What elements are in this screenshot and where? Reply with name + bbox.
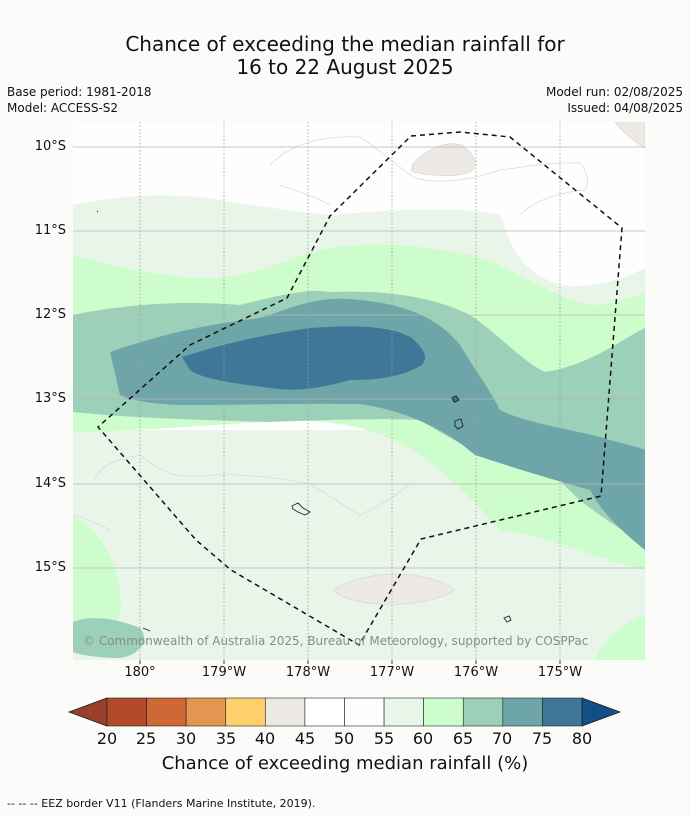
colorbar-tick-80: 80: [571, 729, 593, 748]
footnote-eez-source: -- -- -- EEZ border V11 (Flanders Marine…: [7, 797, 316, 810]
issued-date: Issued: 04/08/2025: [567, 101, 683, 115]
lat-label-14s: 14°S: [34, 476, 66, 491]
lon-label-178w: 178°W: [285, 665, 331, 680]
islands: [96, 210, 512, 632]
contour-75-80-region: [182, 326, 425, 390]
colorbar-label: Chance of exceeding median rainfall (%): [161, 753, 529, 774]
colorbar-swatch: [383, 697, 424, 727]
eez-border: [96, 131, 623, 647]
colorbar-swatch: [502, 697, 543, 727]
colorbar-swatch: [304, 697, 345, 727]
island-northwest: [96, 210, 99, 213]
island-cluster: [291, 502, 311, 516]
lon-label-180: 180°: [124, 665, 156, 680]
latitude-gridlines: [73, 146, 645, 569]
contour-line-mid: [279, 184, 331, 206]
colorbar-swatch: [265, 697, 306, 727]
colorbar: [67, 697, 622, 727]
colorbar-swatch: [106, 697, 147, 727]
colorbar-swatch: [462, 697, 504, 727]
colorbar-low-extend: [67, 697, 108, 727]
colorbar-swatch: [542, 697, 583, 727]
colorbar-swatch: [185, 697, 227, 727]
colorbar-tick-70: 70: [491, 729, 513, 748]
colorbar-tick-40: 40: [254, 729, 276, 748]
contour-40-45-patch-northeast: [614, 122, 645, 149]
island-dot: [451, 395, 460, 403]
model-run: Model run: 02/08/2025: [545, 85, 683, 99]
colorbar-tick-25: 25: [135, 729, 157, 748]
contour-40-45-patch-south: [332, 573, 456, 605]
lon-label-177w: 177°W: [369, 665, 415, 680]
colorbar-high-extend: [581, 697, 622, 727]
island-southwest: [142, 627, 151, 632]
island-south: [503, 615, 512, 623]
contour-60-65-southwest-region: [73, 515, 121, 648]
contour-line-lower: [73, 514, 111, 531]
colorbar-tick-20: 20: [96, 729, 118, 748]
island-rotuma: [454, 418, 464, 430]
lat-label-12s: 12°S: [34, 307, 66, 322]
title-line-1: Chance of exceeding the median rainfall …: [125, 32, 565, 56]
colorbar-tick-35: 35: [215, 729, 237, 748]
lat-label-13s: 13°S: [34, 391, 66, 406]
contour-line-north: [269, 136, 588, 216]
colorbar-tick-75: 75: [531, 729, 553, 748]
colorbar-swatch: [146, 697, 187, 727]
lon-label-175w: 175°W: [537, 665, 583, 680]
lon-label-179w: 179°W: [201, 665, 247, 680]
contour-fields: [73, 122, 645, 660]
colorbar-swatch: [423, 697, 464, 727]
colorbar-tick-45: 45: [294, 729, 316, 748]
model-name: Model: ACCESS-S2: [7, 101, 119, 115]
title-line-2: 16 to 22 August 2025: [236, 55, 454, 79]
longitude-gridlines: [139, 122, 561, 660]
lat-label-15s: 15°S: [34, 560, 66, 575]
colorbar-tick-50: 50: [333, 729, 355, 748]
colorbar-tick-65: 65: [452, 729, 474, 748]
colorbar-swatch: [344, 697, 385, 727]
axis-ticks: [139, 660, 561, 664]
contour-65-70-southwest-region: [73, 618, 144, 658]
contour-60-65-southeast-region: [595, 615, 645, 660]
colorbar-tick-60: 60: [412, 729, 434, 748]
base-period: Base period: 1981-2018: [7, 85, 152, 99]
lat-label-11s: 11°S: [34, 223, 66, 238]
copyright-notice: © Commonwealth of Australia 2025, Bureau…: [83, 634, 589, 648]
colorbar-swatch: [225, 697, 266, 727]
colorbar-tick-30: 30: [175, 729, 197, 748]
lon-label-176w: 176°W: [453, 665, 499, 680]
lat-label-10s: 10°S: [34, 139, 66, 154]
colorbar-tick-55: 55: [373, 729, 395, 748]
